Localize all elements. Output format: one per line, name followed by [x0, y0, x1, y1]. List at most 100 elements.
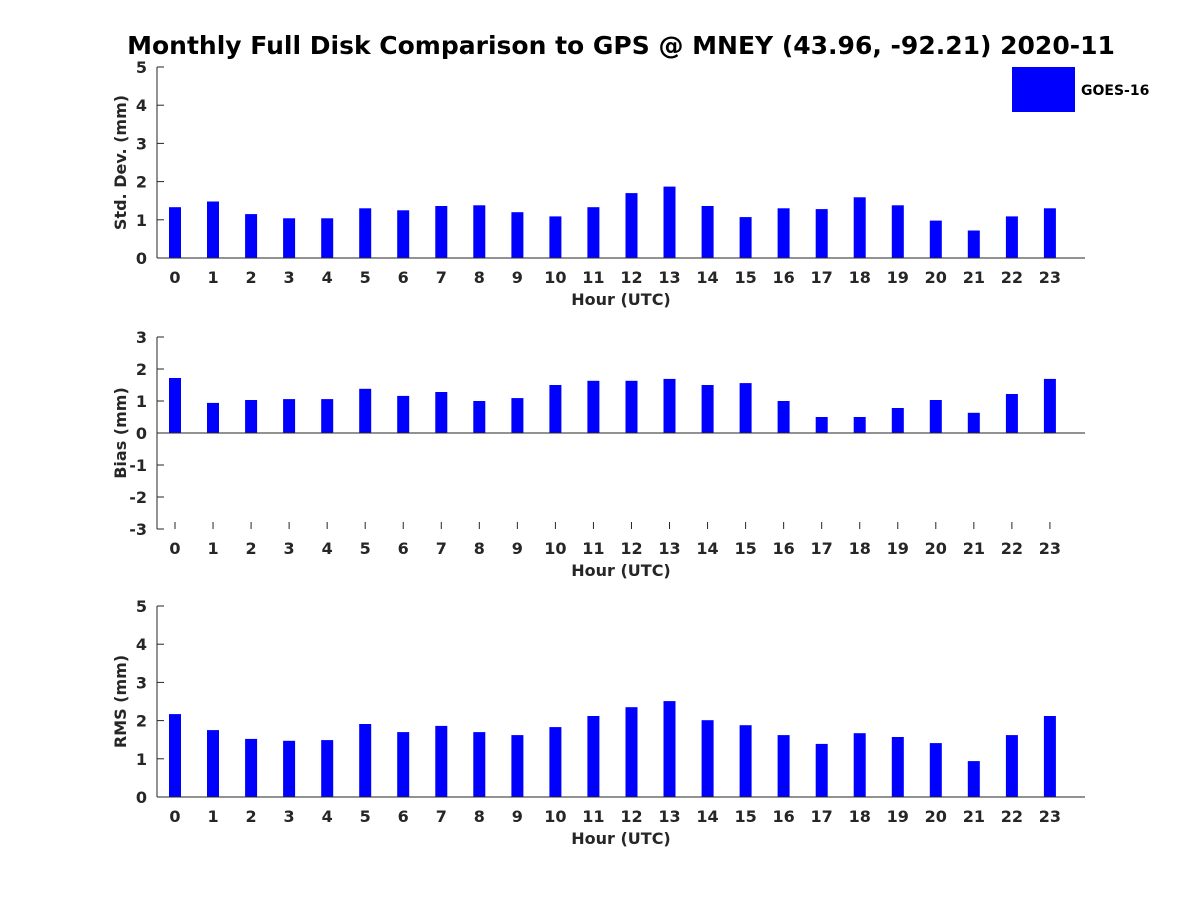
bar-hour-17 — [815, 209, 828, 258]
legend-label-goes16: GOES-16 — [1081, 83, 1149, 99]
bar-hour-3 — [283, 218, 296, 258]
bar-hour-9 — [511, 398, 524, 433]
y-tick-label: -2 — [129, 488, 147, 507]
bar-hour-22 — [1005, 216, 1018, 258]
x-tick-label: 4 — [322, 539, 333, 558]
y-tick-label: 3 — [136, 328, 147, 347]
chart-title: Monthly Full Disk Comparison to GPS @ MN… — [127, 31, 1115, 60]
x-tick-label: 17 — [811, 268, 833, 287]
bar-hour-0 — [169, 378, 181, 433]
bar-hour-8 — [473, 732, 486, 797]
bar-hour-0 — [169, 207, 181, 258]
x-tick-label: 21 — [963, 268, 985, 287]
bar-hour-1 — [207, 730, 219, 797]
x-tick-label: 10 — [544, 807, 566, 826]
x-tick-label: 3 — [284, 268, 295, 287]
bar-hour-7 — [435, 725, 448, 797]
x-tick-label: 12 — [620, 268, 642, 287]
bar-hour-5 — [359, 388, 372, 433]
bar-hour-14 — [701, 206, 714, 258]
bar-hour-17 — [815, 417, 828, 433]
x-tick-label: 4 — [322, 268, 333, 287]
y-axis-label: Std. Dev. (mm) — [111, 95, 130, 230]
bar-hour-20 — [929, 400, 942, 433]
bar-hour-7 — [435, 392, 448, 433]
x-tick-label: 22 — [1001, 539, 1023, 558]
x-tick-label: 7 — [436, 539, 447, 558]
x-tick-label: 7 — [436, 807, 447, 826]
x-tick-label: 6 — [398, 807, 409, 826]
bar-hour-13 — [663, 378, 676, 433]
bar-hour-22 — [1005, 735, 1018, 797]
y-tick-label: 3 — [136, 134, 147, 153]
y-tick-label: 3 — [136, 673, 147, 692]
bar-hour-13 — [663, 701, 676, 797]
x-tick-label: 20 — [925, 807, 947, 826]
x-tick-label: 9 — [512, 268, 523, 287]
bar-hour-10 — [549, 216, 562, 258]
x-tick-label: 0 — [169, 807, 180, 826]
x-tick-label: 23 — [1039, 807, 1061, 826]
bar-hour-15 — [739, 725, 752, 797]
x-tick-label: 21 — [963, 539, 985, 558]
x-tick-label: 2 — [246, 807, 257, 826]
x-tick-label: 6 — [398, 268, 409, 287]
x-tick-label: 5 — [360, 539, 371, 558]
bar-hour-14 — [701, 720, 714, 797]
bar-hour-17 — [815, 743, 828, 797]
bar-hour-8 — [473, 205, 486, 258]
bar-hour-12 — [625, 193, 638, 258]
x-tick-label: 4 — [322, 807, 333, 826]
x-tick-label: 12 — [620, 539, 642, 558]
x-tick-label: 14 — [696, 268, 718, 287]
x-tick-label: 22 — [1001, 268, 1023, 287]
x-tick-label: 22 — [1001, 807, 1023, 826]
x-tick-label: 2 — [246, 539, 257, 558]
bar-hour-11 — [587, 380, 600, 433]
y-tick-label: 0 — [136, 424, 147, 443]
x-tick-label: 16 — [773, 539, 795, 558]
x-tick-label: 11 — [582, 268, 604, 287]
x-tick-label: 9 — [512, 539, 523, 558]
bar-hour-19 — [891, 205, 904, 258]
bar-hour-23 — [1043, 378, 1056, 433]
x-tick-label: 20 — [925, 539, 947, 558]
x-tick-label: 20 — [925, 268, 947, 287]
x-tick-label: 13 — [658, 539, 680, 558]
x-tick-label: 18 — [849, 268, 871, 287]
legend-swatch-goes16 — [1012, 67, 1075, 112]
bar-hour-0 — [169, 714, 181, 797]
x-tick-label: 10 — [544, 268, 566, 287]
y-tick-label: 1 — [136, 750, 147, 769]
x-tick-label: 0 — [169, 539, 180, 558]
x-tick-label: 17 — [811, 807, 833, 826]
y-tick-label: 1 — [136, 211, 147, 230]
bar-hour-6 — [397, 395, 410, 433]
x-tick-label: 15 — [734, 807, 756, 826]
bar-hour-16 — [777, 735, 790, 797]
x-tick-label: 10 — [544, 539, 566, 558]
x-tick-label: 15 — [734, 268, 756, 287]
y-axis-label: Bias (mm) — [111, 387, 130, 479]
bar-hour-9 — [511, 735, 524, 797]
y-tick-label: 2 — [136, 712, 147, 731]
x-tick-label: 8 — [474, 268, 485, 287]
bar-hour-13 — [663, 186, 676, 258]
x-tick-label: 14 — [696, 807, 718, 826]
y-tick-label: -3 — [129, 520, 147, 539]
bar-hour-15 — [739, 383, 752, 433]
rms-panel: 0 1 2 3 4 5 6 7 8 9 10 11 12 13 14 15 16 17 18 19 20 21 22 2301… — [111, 597, 1085, 848]
x-tick-label: 14 — [696, 539, 718, 558]
x-tick-label: 19 — [887, 539, 909, 558]
x-tick-label: 3 — [284, 539, 295, 558]
x-tick-label: 18 — [849, 807, 871, 826]
x-tick-label: 12 — [620, 807, 642, 826]
y-tick-label: 1 — [136, 392, 147, 411]
y-tick-label: 2 — [136, 173, 147, 192]
bar-hour-22 — [1005, 394, 1018, 433]
bar-hour-1 — [207, 201, 219, 258]
x-tick-label: 1 — [207, 268, 218, 287]
bar-hour-5 — [359, 208, 372, 258]
bar-hour-6 — [397, 210, 410, 259]
